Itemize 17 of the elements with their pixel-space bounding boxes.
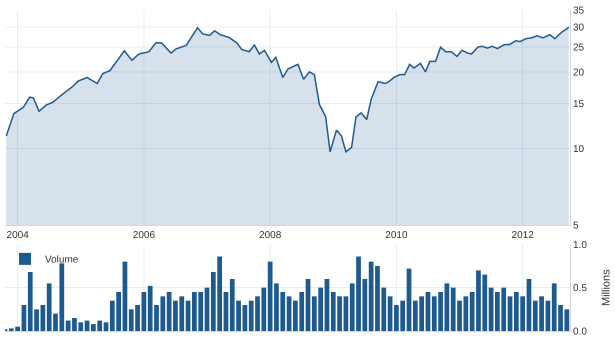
y-tick-label: 10 [573, 144, 585, 155]
y-tick-label: 0.0 [573, 326, 588, 338]
x-tick-label: 2004 [6, 230, 30, 242]
y-tick-label: 1.0 [573, 240, 588, 251]
y-tick-label: 5 [573, 220, 579, 232]
y-tick-label: 35 [573, 6, 585, 16]
x-tick-label: 2008 [259, 230, 282, 242]
x-tick-label: 2010 [385, 230, 408, 242]
x-tick-label: 2006 [132, 230, 156, 242]
y-tick-label: 0.5 [573, 283, 588, 294]
y-axis-title: Millions [600, 268, 613, 306]
y-tick-label: 20 [573, 67, 585, 78]
legend-label: Volume [45, 254, 79, 266]
y-tick-label: 30 [573, 22, 585, 34]
y-tick-label: 15 [573, 99, 585, 110]
x-tick-label: 2012 [512, 230, 534, 242]
y-tick-label: 25 [573, 42, 585, 54]
